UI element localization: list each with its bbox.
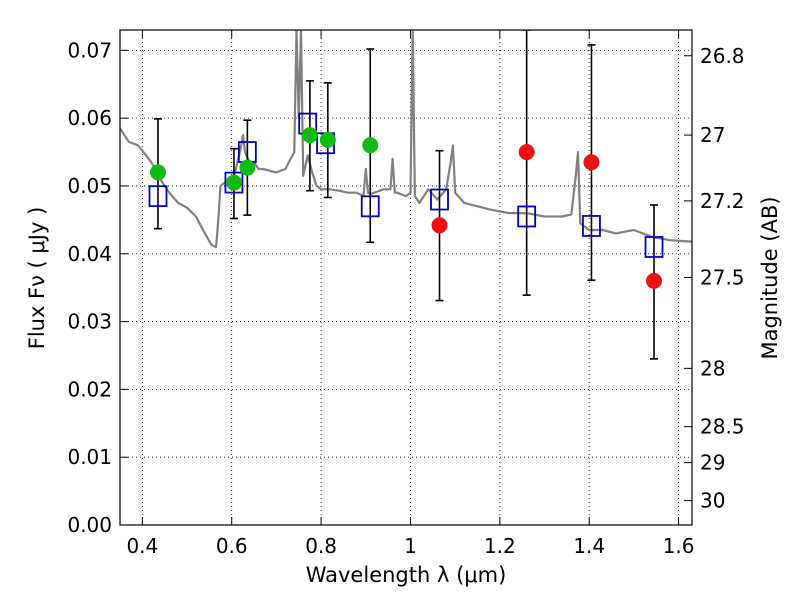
y2-tick-label: 26.8 bbox=[700, 44, 745, 68]
y2-tick-label: 29 bbox=[700, 451, 725, 475]
tick-labels: 0.4 0.6 0.8 1 1.2 1.4 1.6 0.00 0.01 0.02 0.03 0.04 0… bbox=[67, 38, 744, 558]
y-tick-label: 0.05 bbox=[67, 174, 112, 198]
detection-point bbox=[239, 159, 256, 176]
y-tick-label: 0.03 bbox=[67, 310, 112, 334]
model-band-square bbox=[360, 195, 380, 218]
y-tick-label: 0.06 bbox=[67, 106, 112, 130]
detection-point bbox=[301, 127, 318, 144]
y-axis-label: Flux Fν ( μJy ) bbox=[25, 207, 49, 350]
model-band-square bbox=[644, 236, 664, 258]
x-axis-label: Wavelength λ (μm) bbox=[306, 563, 507, 587]
y2-tick-label: 30 bbox=[700, 489, 725, 513]
detection-point bbox=[149, 164, 166, 181]
y-tick-label: 0.04 bbox=[67, 242, 112, 266]
model-band-square bbox=[224, 171, 244, 194]
nir-point bbox=[646, 272, 663, 289]
nir-point bbox=[518, 144, 535, 161]
error-bars bbox=[153, 30, 659, 360]
y2-axis-label: Magnitude (AB) bbox=[758, 196, 782, 359]
detection-point bbox=[225, 174, 242, 191]
y2-tick-label: 27.2 bbox=[700, 189, 745, 213]
x-tick-label: 1.4 bbox=[573, 534, 605, 558]
x-tick-label: 0.6 bbox=[216, 534, 248, 558]
y2-tick-label: 28.5 bbox=[700, 415, 745, 439]
model-band-square bbox=[148, 185, 168, 208]
model-spectrum bbox=[120, 30, 692, 249]
y-tick-label: 0.02 bbox=[67, 377, 112, 401]
y2-tick-label: 27 bbox=[700, 123, 725, 147]
detection-point bbox=[362, 137, 379, 154]
model-band-square bbox=[430, 188, 449, 211]
x-tick-label: 1.6 bbox=[663, 534, 695, 558]
grid-lines bbox=[120, 30, 692, 526]
spectrum-line bbox=[120, 30, 692, 249]
x-tick-label: 0.4 bbox=[126, 534, 158, 558]
axis-ticks bbox=[120, 30, 692, 526]
model-band-square bbox=[517, 205, 537, 228]
x-tick-label: 0.8 bbox=[305, 534, 337, 558]
y-tick-label: 0.01 bbox=[67, 445, 112, 469]
y2-tick-label: 27.5 bbox=[700, 266, 745, 290]
x-tick-label: 1.2 bbox=[484, 534, 516, 558]
y-tick-label: 0.07 bbox=[67, 38, 112, 62]
nir-point bbox=[431, 217, 448, 234]
model-band-square bbox=[582, 215, 601, 237]
y-tick-label: 0.00 bbox=[67, 513, 112, 537]
detection-point bbox=[319, 131, 336, 148]
nir-point bbox=[583, 154, 600, 171]
plot-frame bbox=[119, 29, 693, 526]
x-tick-label: 1 bbox=[404, 534, 417, 558]
data-markers bbox=[148, 112, 664, 289]
y2-tick-label: 28 bbox=[700, 356, 725, 380]
